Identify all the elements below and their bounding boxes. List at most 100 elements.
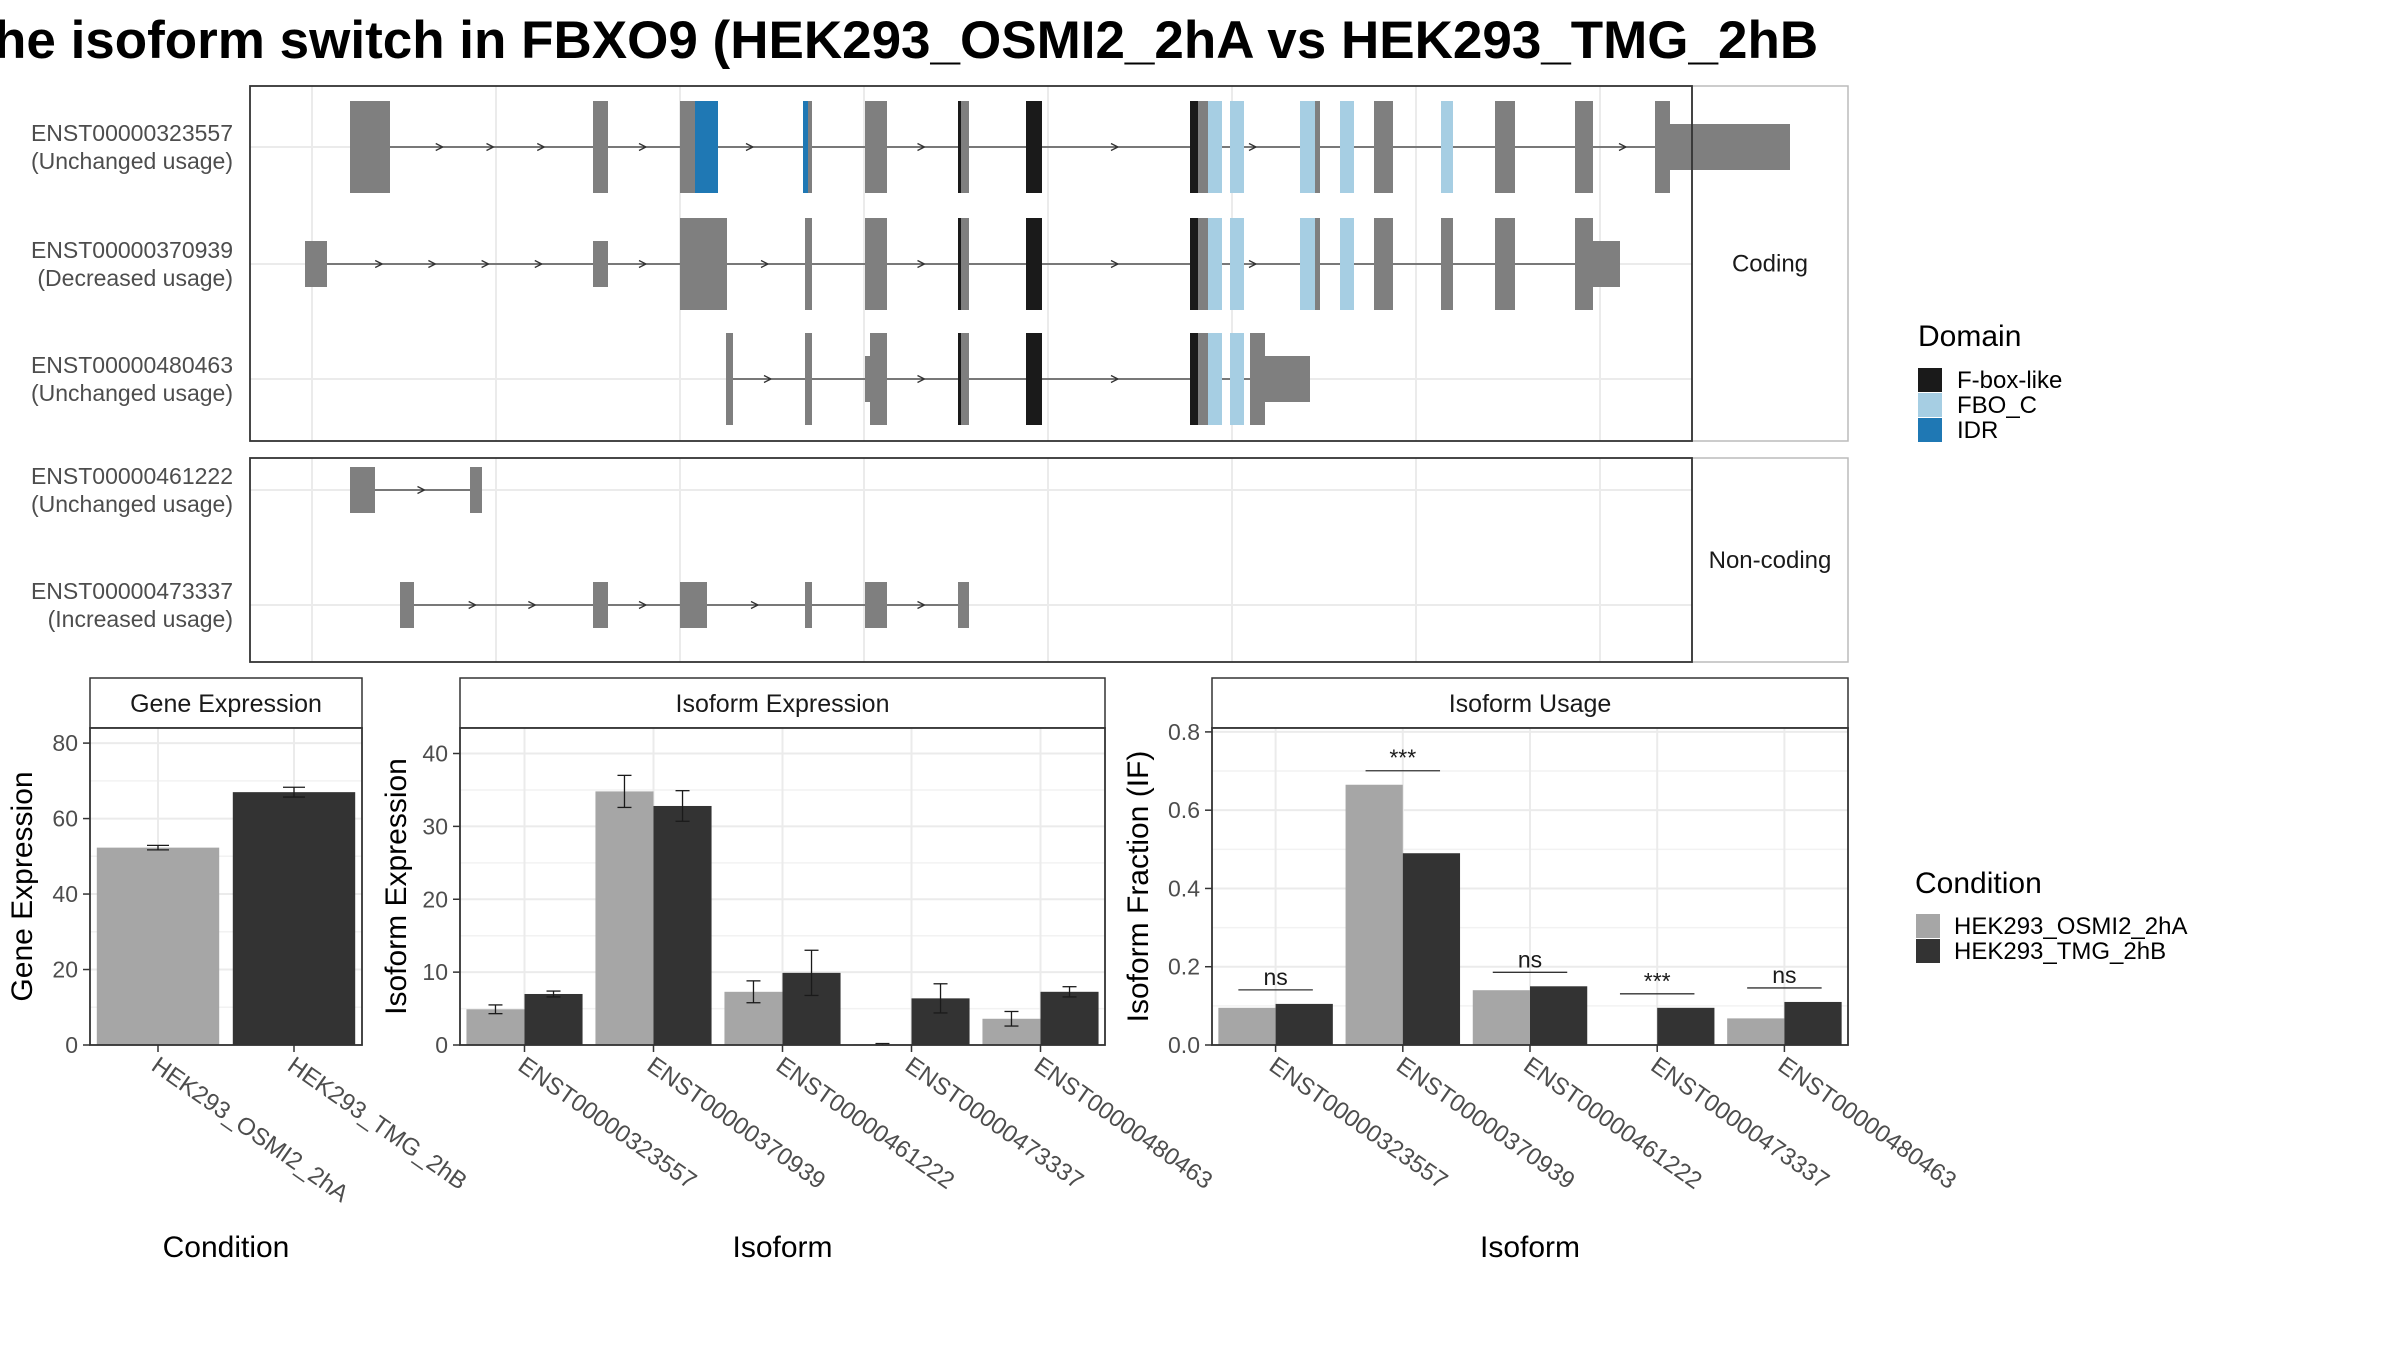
isoform-usage-chart: Isoform Usage 0.0 0.2 0.4 0.6 0.8 ns *** ns *** ns… <box>1122 677 1961 1264</box>
exon-coding <box>958 333 969 425</box>
transcript-ENST00000370939: ENST00000370939(Decreased usage) <box>31 218 1620 310</box>
y-tick-label: 20 <box>52 957 78 983</box>
transcript-id-label: ENST00000480463 <box>31 352 233 378</box>
exon-coding <box>1250 333 1265 425</box>
x-axis-title: Isoform <box>1480 1231 1580 1264</box>
strand-arrow <box>428 259 437 269</box>
y-tick-label: 40 <box>52 881 78 907</box>
strand-arrow <box>745 142 755 152</box>
legend-title: Domain <box>1918 320 2021 353</box>
domain-fbo-c <box>1230 218 1244 310</box>
exon-utr <box>593 582 608 628</box>
strand-arrow <box>1110 259 1120 269</box>
domain-fbo-c <box>1300 101 1315 193</box>
strand-arrow <box>917 600 926 610</box>
y-tick-label: 0.6 <box>1168 797 1200 823</box>
domain-fbo-c <box>1208 218 1222 310</box>
y-axis-title: Isoform Fraction (IF) <box>1122 751 1155 1023</box>
bar-hek293-tmg-2hb-ENST00000370939 <box>653 805 712 1045</box>
strand-arrow <box>481 259 491 269</box>
legend-label: FBO_C <box>1957 392 2037 419</box>
significance-label: ns <box>1772 962 1796 988</box>
transcript-id-label: ENST00000323557 <box>31 120 233 146</box>
transcript-usage-label: (Increased usage) <box>48 606 233 632</box>
domain-f-box-like <box>958 333 961 425</box>
exon-coding <box>1575 218 1593 310</box>
exon-coding <box>680 218 727 310</box>
y-tick-label: 0.8 <box>1168 719 1200 745</box>
exon-coding <box>1374 101 1393 193</box>
y-tick-label: 10 <box>422 959 448 985</box>
exon-coding <box>1655 101 1670 193</box>
strand-arrow <box>534 259 544 269</box>
domain-f-box-like <box>1026 333 1042 425</box>
strand-arrow <box>374 259 384 269</box>
exon-coding <box>1441 218 1453 310</box>
strand-arrow <box>1110 374 1120 384</box>
y-axis-title: Gene Expression <box>6 771 39 1001</box>
domain-fbo-c <box>1340 218 1354 310</box>
y-tick-label: 0 <box>65 1032 78 1058</box>
exon-utr <box>470 467 482 513</box>
transcript-ENST00000480463: ENST00000480463(Unchanged usage) <box>31 333 1310 425</box>
exon-coding <box>680 101 697 193</box>
bar-hek293-tmg-2hb-ENST00000480463 <box>1784 1001 1842 1045</box>
legend-key-hek293-osmi2-2ha <box>1916 914 1940 938</box>
y-tick-label: 30 <box>422 813 448 839</box>
structure-panel-non-coding: Non-coding ENST00000461222(Unchanged usag… <box>31 457 1849 663</box>
bar-HEK293_TMG_2hB <box>232 792 356 1045</box>
domain-fbo-c <box>1441 101 1453 193</box>
strand-arrow <box>486 142 495 152</box>
bar-hek293-tmg-2hb-ENST00000480463 <box>1040 991 1099 1045</box>
domain-fbo-c <box>1340 101 1354 193</box>
bar-hek293-osmi2-2ha-ENST00000323557 <box>1218 1007 1276 1045</box>
strip-label: Non-coding <box>1709 547 1832 574</box>
legend-label: IDR <box>1957 417 1998 444</box>
exon-utr <box>400 582 414 628</box>
legend-key-idr <box>1918 418 1942 442</box>
exon-utr <box>958 582 969 628</box>
legend-title: Condition <box>1915 867 2042 900</box>
legend-label: HEK293_OSMI2_2hA <box>1954 913 2187 940</box>
bar-hek293-osmi2-2ha-ENST00000461222 <box>1472 990 1530 1045</box>
isoform-expression-chart: Isoform Expression010203040ENST000003235… <box>380 677 1217 1264</box>
transcript-ENST00000461222: ENST00000461222(Unchanged usage) <box>31 463 482 517</box>
legend-label: F-box-like <box>1957 367 2062 394</box>
exon-coding <box>1495 101 1515 193</box>
domain-f-box-like <box>1190 218 1198 310</box>
domain-fbo-c <box>1300 218 1315 310</box>
bar-hek293-tmg-2hb-ENST00000370939 <box>1402 853 1461 1045</box>
transcript-usage-label: (Unchanged usage) <box>31 380 233 406</box>
significance-label: *** <box>1644 968 1671 994</box>
bar-hek293-tmg-2hb-ENST00000323557 <box>524 993 583 1045</box>
bar-hek293-osmi2-2ha-ENST00000370939 <box>595 791 654 1045</box>
bar-hek293-tmg-2hb-ENST00000461222 <box>1530 986 1588 1045</box>
y-tick-label: 80 <box>52 730 78 756</box>
x-axis-title: Condition <box>163 1231 290 1264</box>
exon-utr <box>865 582 887 628</box>
exon-coding <box>805 101 812 193</box>
legend-key-hek293-tmg-2hb <box>1916 939 1940 963</box>
exon-coding <box>805 218 812 310</box>
strand-arrow <box>1248 259 1258 269</box>
exon-coding <box>805 333 812 425</box>
transcript-usage-label: (Decreased usage) <box>37 265 233 291</box>
exon-coding <box>1495 218 1515 310</box>
domain-f-box-like <box>958 218 961 310</box>
strand-arrow <box>917 374 926 384</box>
exon-coding <box>1374 218 1393 310</box>
exon-coding <box>958 218 969 310</box>
significance-label: ns <box>1263 964 1287 990</box>
domain-idr <box>695 101 718 193</box>
strand-arrow <box>917 142 926 152</box>
bar-hek293-osmi2-2ha-ENST00000480463 <box>1727 1018 1785 1045</box>
strand-arrow <box>435 142 445 152</box>
strip-background <box>1211 677 1849 729</box>
y-tick-label: 0.4 <box>1168 875 1200 901</box>
bar-HEK293_OSMI2_2hA <box>96 847 220 1045</box>
domain-f-box-like <box>1190 333 1198 425</box>
bar-hek293-tmg-2hb-ENST00000323557 <box>1275 1003 1333 1045</box>
